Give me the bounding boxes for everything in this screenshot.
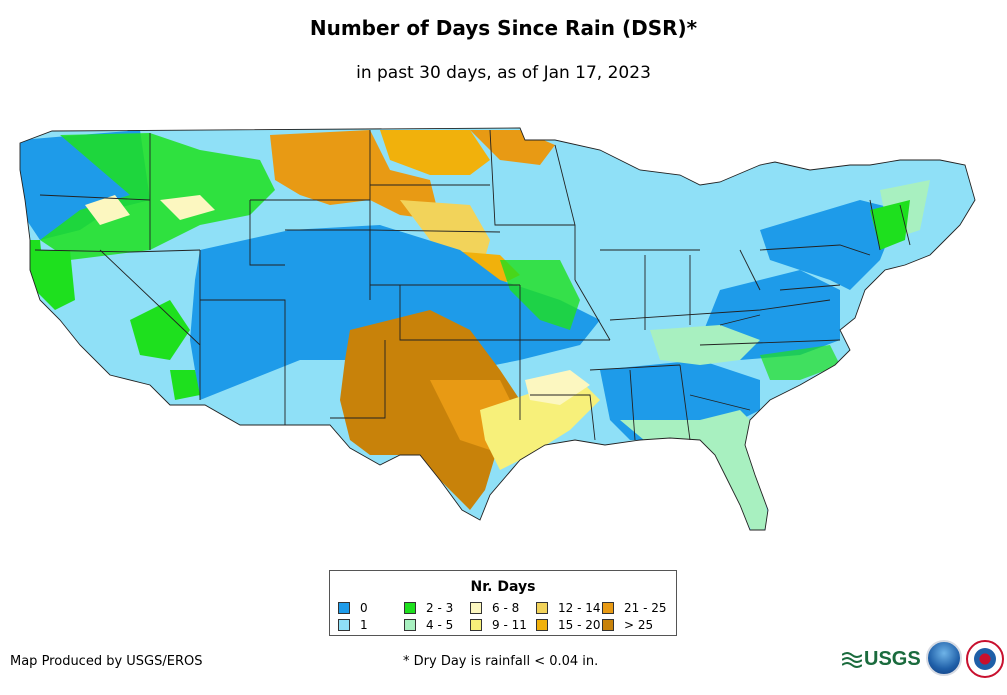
legend-label: > 25	[624, 618, 654, 632]
legend-item-15-20: 15 - 20	[536, 618, 601, 632]
legend-item-21-25: 21 - 25	[602, 601, 667, 615]
usgs-wave-icon	[842, 652, 862, 668]
noaa-logo	[926, 640, 962, 676]
legend-swatch	[338, 602, 350, 614]
legend-item-12-14: 12 - 14	[536, 601, 601, 615]
legend-item-gt-25: > 25	[602, 618, 653, 632]
legend-swatch	[602, 619, 614, 631]
credit-text: Map Produced by USGS/EROS	[10, 654, 203, 669]
legend-label: 2 - 3	[426, 601, 454, 615]
legend-item-0: 0	[338, 601, 368, 615]
legend-label: 21 - 25	[624, 601, 667, 615]
legend-swatch	[470, 602, 482, 614]
legend-swatch	[536, 619, 548, 631]
legend-label: 1	[360, 618, 368, 632]
legend-swatch	[602, 602, 614, 614]
legend-title: Nr. Days	[470, 579, 536, 595]
map-subtitle: in past 30 days, as of Jan 17, 2023	[356, 63, 651, 83]
legend-box: Nr. Days 0 1 2 - 3 4 - 5 6 - 8 9 - 11 12…	[329, 570, 677, 636]
legend-label: 6 - 8	[492, 601, 520, 615]
map-title: Number of Days Since Rain (DSR)*	[309, 16, 698, 40]
legend-swatch	[338, 619, 350, 631]
dsr-choropleth	[20, 128, 975, 530]
legend-swatch	[404, 602, 416, 614]
legend-label: 15 - 20	[558, 618, 601, 632]
legend-label: 12 - 14	[558, 601, 601, 615]
legend-swatch	[536, 602, 548, 614]
legend-item-2-3: 2 - 3	[404, 601, 453, 615]
legend-swatch	[470, 619, 482, 631]
legend-swatch	[404, 619, 416, 631]
nws-logo	[966, 640, 1004, 678]
usgs-logo: USGS	[842, 644, 921, 674]
legend-item-6-8: 6 - 8	[470, 601, 519, 615]
usgs-wordmark: USGS	[864, 647, 921, 670]
legend-label: 0	[360, 601, 368, 615]
legend-label: 9 - 11	[492, 618, 527, 632]
state-borders	[19, 127, 976, 531]
legend-item-9-11: 9 - 11	[470, 618, 527, 632]
legend-label: 4 - 5	[426, 618, 454, 632]
logo-strip: USGS	[842, 636, 1004, 684]
legend-item-1: 1	[338, 618, 368, 632]
legend-item-4-5: 4 - 5	[404, 618, 453, 632]
dry-day-note: * Dry Day is rainfall < 0.04 in.	[403, 654, 599, 669]
